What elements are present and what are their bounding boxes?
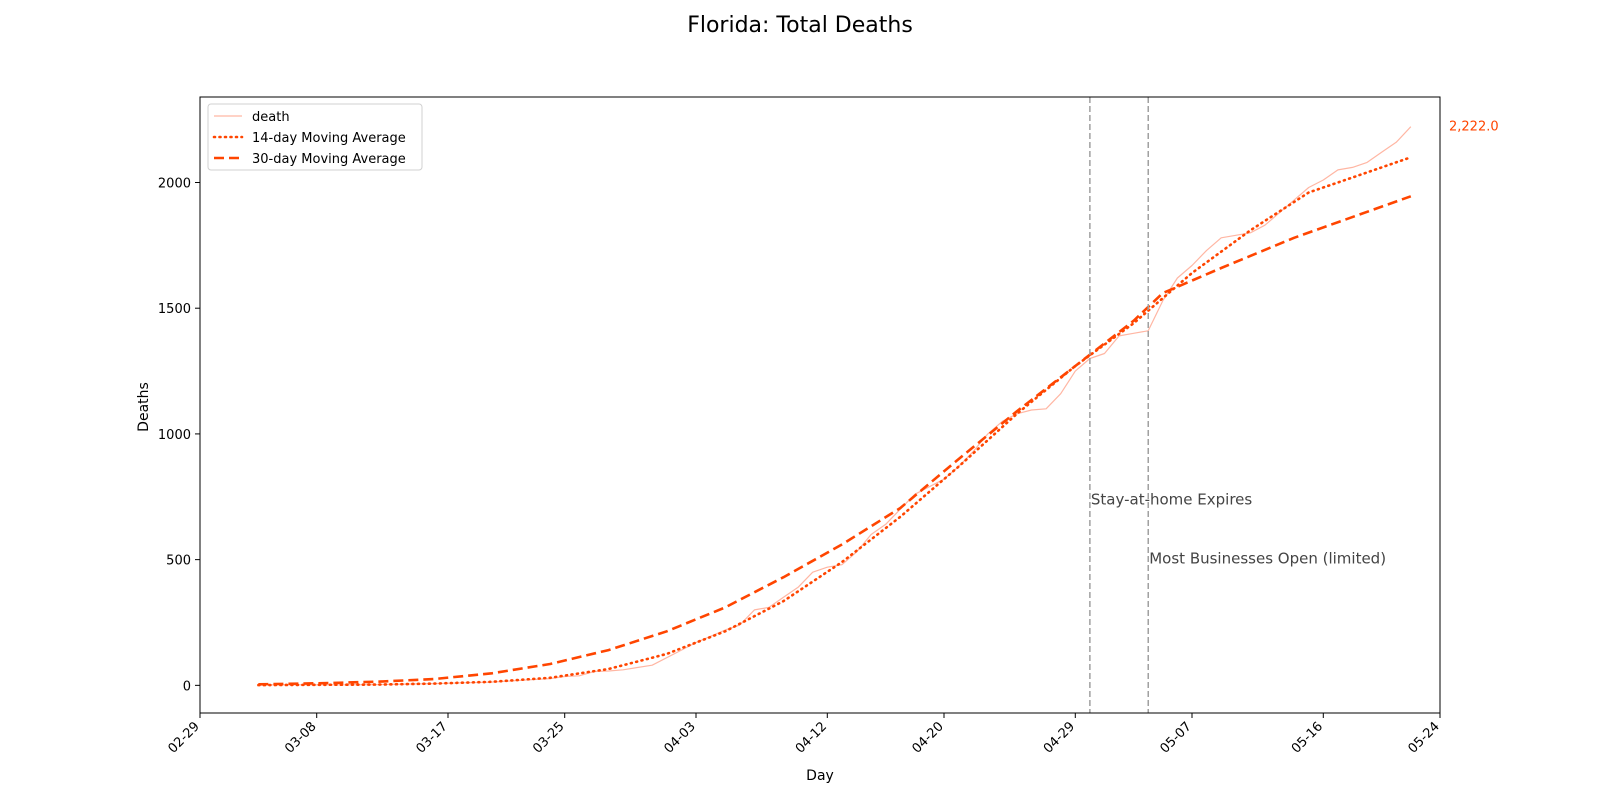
x-tick-label: 04-20 xyxy=(910,719,947,756)
y-tick-label: 2000 xyxy=(158,176,191,191)
y-axis-label: Deaths xyxy=(136,382,152,432)
plot-area: Stay-at-home Expires Most Businesses Open… xyxy=(158,96,1499,757)
chart-title: Florida: Total Deaths xyxy=(687,13,913,38)
x-tick-label: 05-07 xyxy=(1158,719,1195,756)
x-axis-label: Day xyxy=(806,768,834,784)
x-tick-label: 05-24 xyxy=(1406,719,1443,756)
x-tick-label: 02-29 xyxy=(166,719,203,756)
axes-frame xyxy=(199,96,1441,714)
x-tick-label: 05-16 xyxy=(1289,719,1326,756)
series-line-0 xyxy=(258,126,1412,686)
series-group xyxy=(257,126,1413,687)
event-label-1: Most Businesses Open (limited) xyxy=(1149,549,1386,567)
legend-label-1: 14-day Moving Average xyxy=(252,131,406,146)
event-label-0: Stay-at-home Expires xyxy=(1091,490,1253,508)
legend-label-0: death xyxy=(252,110,290,125)
x-tick-label: 04-12 xyxy=(793,719,830,756)
x-tick-label: 03-08 xyxy=(282,719,319,756)
legend-box xyxy=(207,103,423,171)
last-value-label: 2,222.0 xyxy=(1449,120,1499,135)
series-line-1 xyxy=(257,156,1413,687)
legend-label-2: 30-day Moving Average xyxy=(252,152,406,167)
x-tick-label: 04-29 xyxy=(1041,719,1078,756)
y-tick-label: 1000 xyxy=(158,428,191,443)
x-tick-label: 04-03 xyxy=(662,719,699,756)
y-tick-label: 0 xyxy=(183,679,191,694)
x-tick-label: 03-17 xyxy=(414,719,451,756)
x-tick-label: 03-25 xyxy=(530,719,567,756)
series-line-2 xyxy=(258,195,1412,686)
y-tick-label: 1500 xyxy=(158,302,191,317)
y-tick-label: 500 xyxy=(166,554,191,569)
legend: death 14-day Moving Average 30-day Moving … xyxy=(207,103,423,171)
